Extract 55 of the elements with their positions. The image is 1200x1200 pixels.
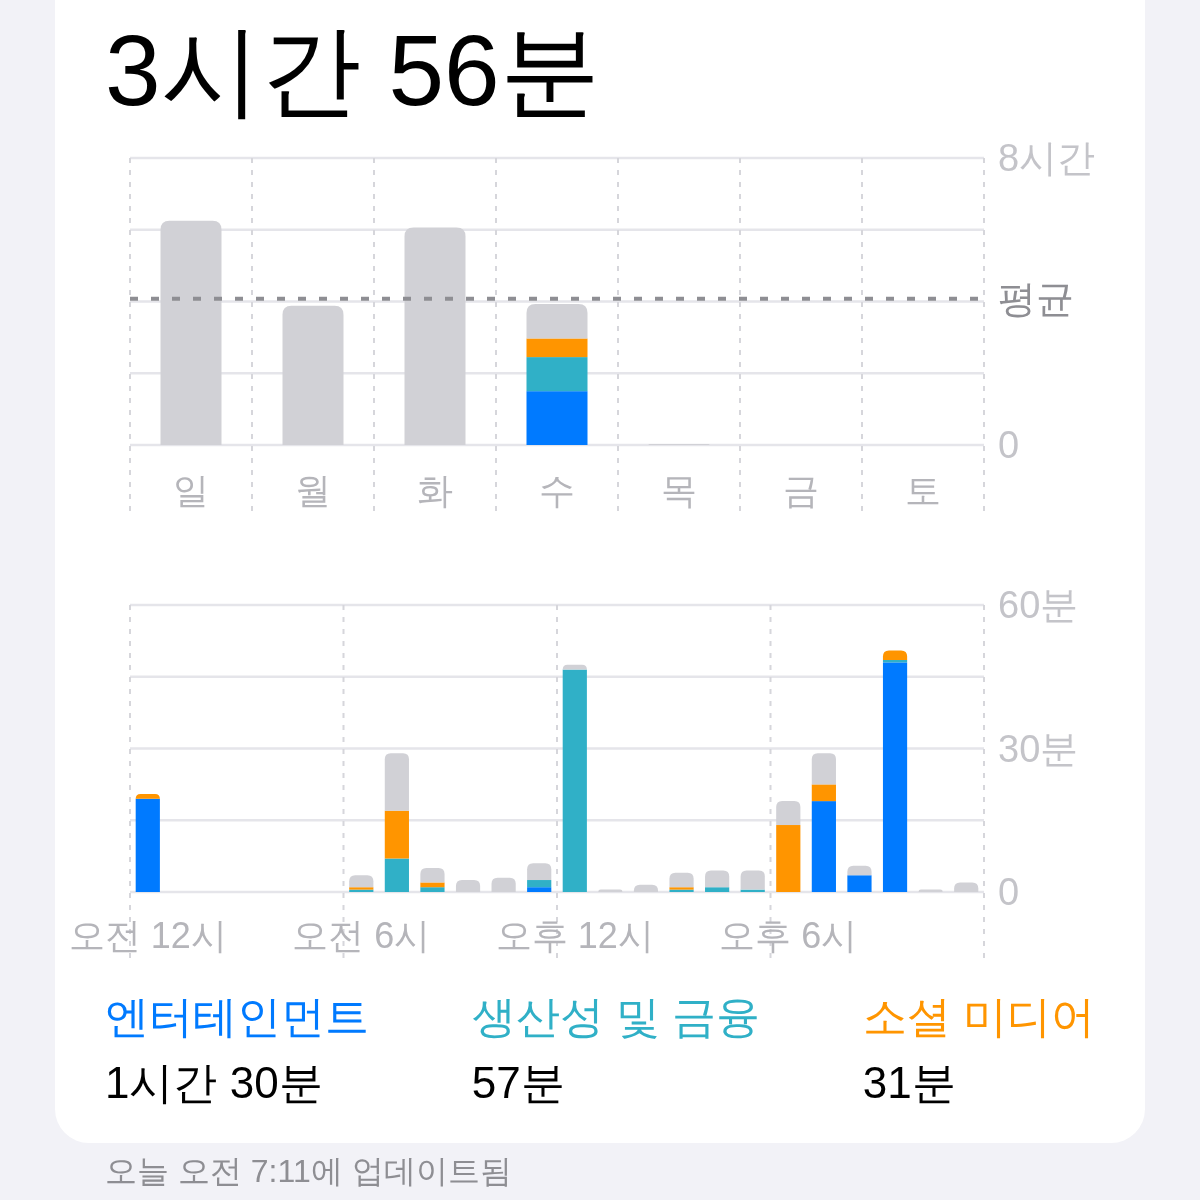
bar xyxy=(954,882,979,892)
bar xyxy=(526,338,588,358)
bar xyxy=(776,801,801,826)
bar xyxy=(526,304,588,339)
x-tick-label: 일 xyxy=(173,470,209,511)
y-tick-label: 8시간 xyxy=(998,137,1096,179)
bar xyxy=(135,798,160,892)
bar xyxy=(384,810,409,859)
chart-title: 3시간 56분 xyxy=(105,14,600,126)
y-tick-label: 30분 xyxy=(998,727,1079,770)
bar xyxy=(526,357,588,392)
bar xyxy=(420,887,445,892)
x-tick-label: 화 xyxy=(417,470,453,511)
x-tick-label: 오전 6시 xyxy=(292,915,431,956)
bar xyxy=(420,882,445,888)
text: 오늘 오전 7:11에 업데이트됨 xyxy=(105,1153,512,1189)
bar xyxy=(740,870,765,890)
bar xyxy=(811,784,836,802)
x-tick-label: 오후 6시 xyxy=(719,915,858,956)
legend: 엔터테인먼트 1시간 30분 생산성 및 금융 57분 소셜 미디어 31분 xyxy=(105,992,1095,1107)
bar xyxy=(282,305,344,445)
bar xyxy=(384,858,409,892)
bar xyxy=(527,887,552,892)
bar xyxy=(811,801,836,892)
y-tick-label: 0 xyxy=(998,871,1020,913)
ref-line-label: 평균 xyxy=(998,277,1074,320)
bar xyxy=(527,880,552,888)
x-tick-label: 토 xyxy=(905,470,941,511)
x-tick-label: 월 xyxy=(295,470,331,511)
bar xyxy=(384,753,409,811)
bar xyxy=(705,870,730,888)
bar xyxy=(420,868,445,883)
bar xyxy=(882,650,908,661)
bar xyxy=(160,220,222,445)
x-tick-label: 오후 12시 xyxy=(495,915,654,956)
y-tick-label: 0 xyxy=(998,424,1020,466)
y-tick-label: 60분 xyxy=(998,584,1079,626)
bar xyxy=(526,391,588,445)
bar xyxy=(527,863,552,881)
bar xyxy=(776,825,801,892)
bar xyxy=(562,669,587,892)
bar xyxy=(847,865,872,876)
x-tick-label: 오전 12시 xyxy=(68,915,227,956)
bar xyxy=(811,753,836,785)
bar xyxy=(455,880,481,892)
bar xyxy=(705,887,730,892)
x-tick-label: 목 xyxy=(661,470,697,511)
bar xyxy=(349,875,374,888)
bar xyxy=(669,872,694,888)
bar xyxy=(404,227,466,445)
bar xyxy=(882,662,908,892)
bar xyxy=(847,875,872,892)
x-tick-label: 수 xyxy=(539,470,575,511)
x-tick-label: 금 xyxy=(783,470,819,511)
bar xyxy=(491,877,516,892)
